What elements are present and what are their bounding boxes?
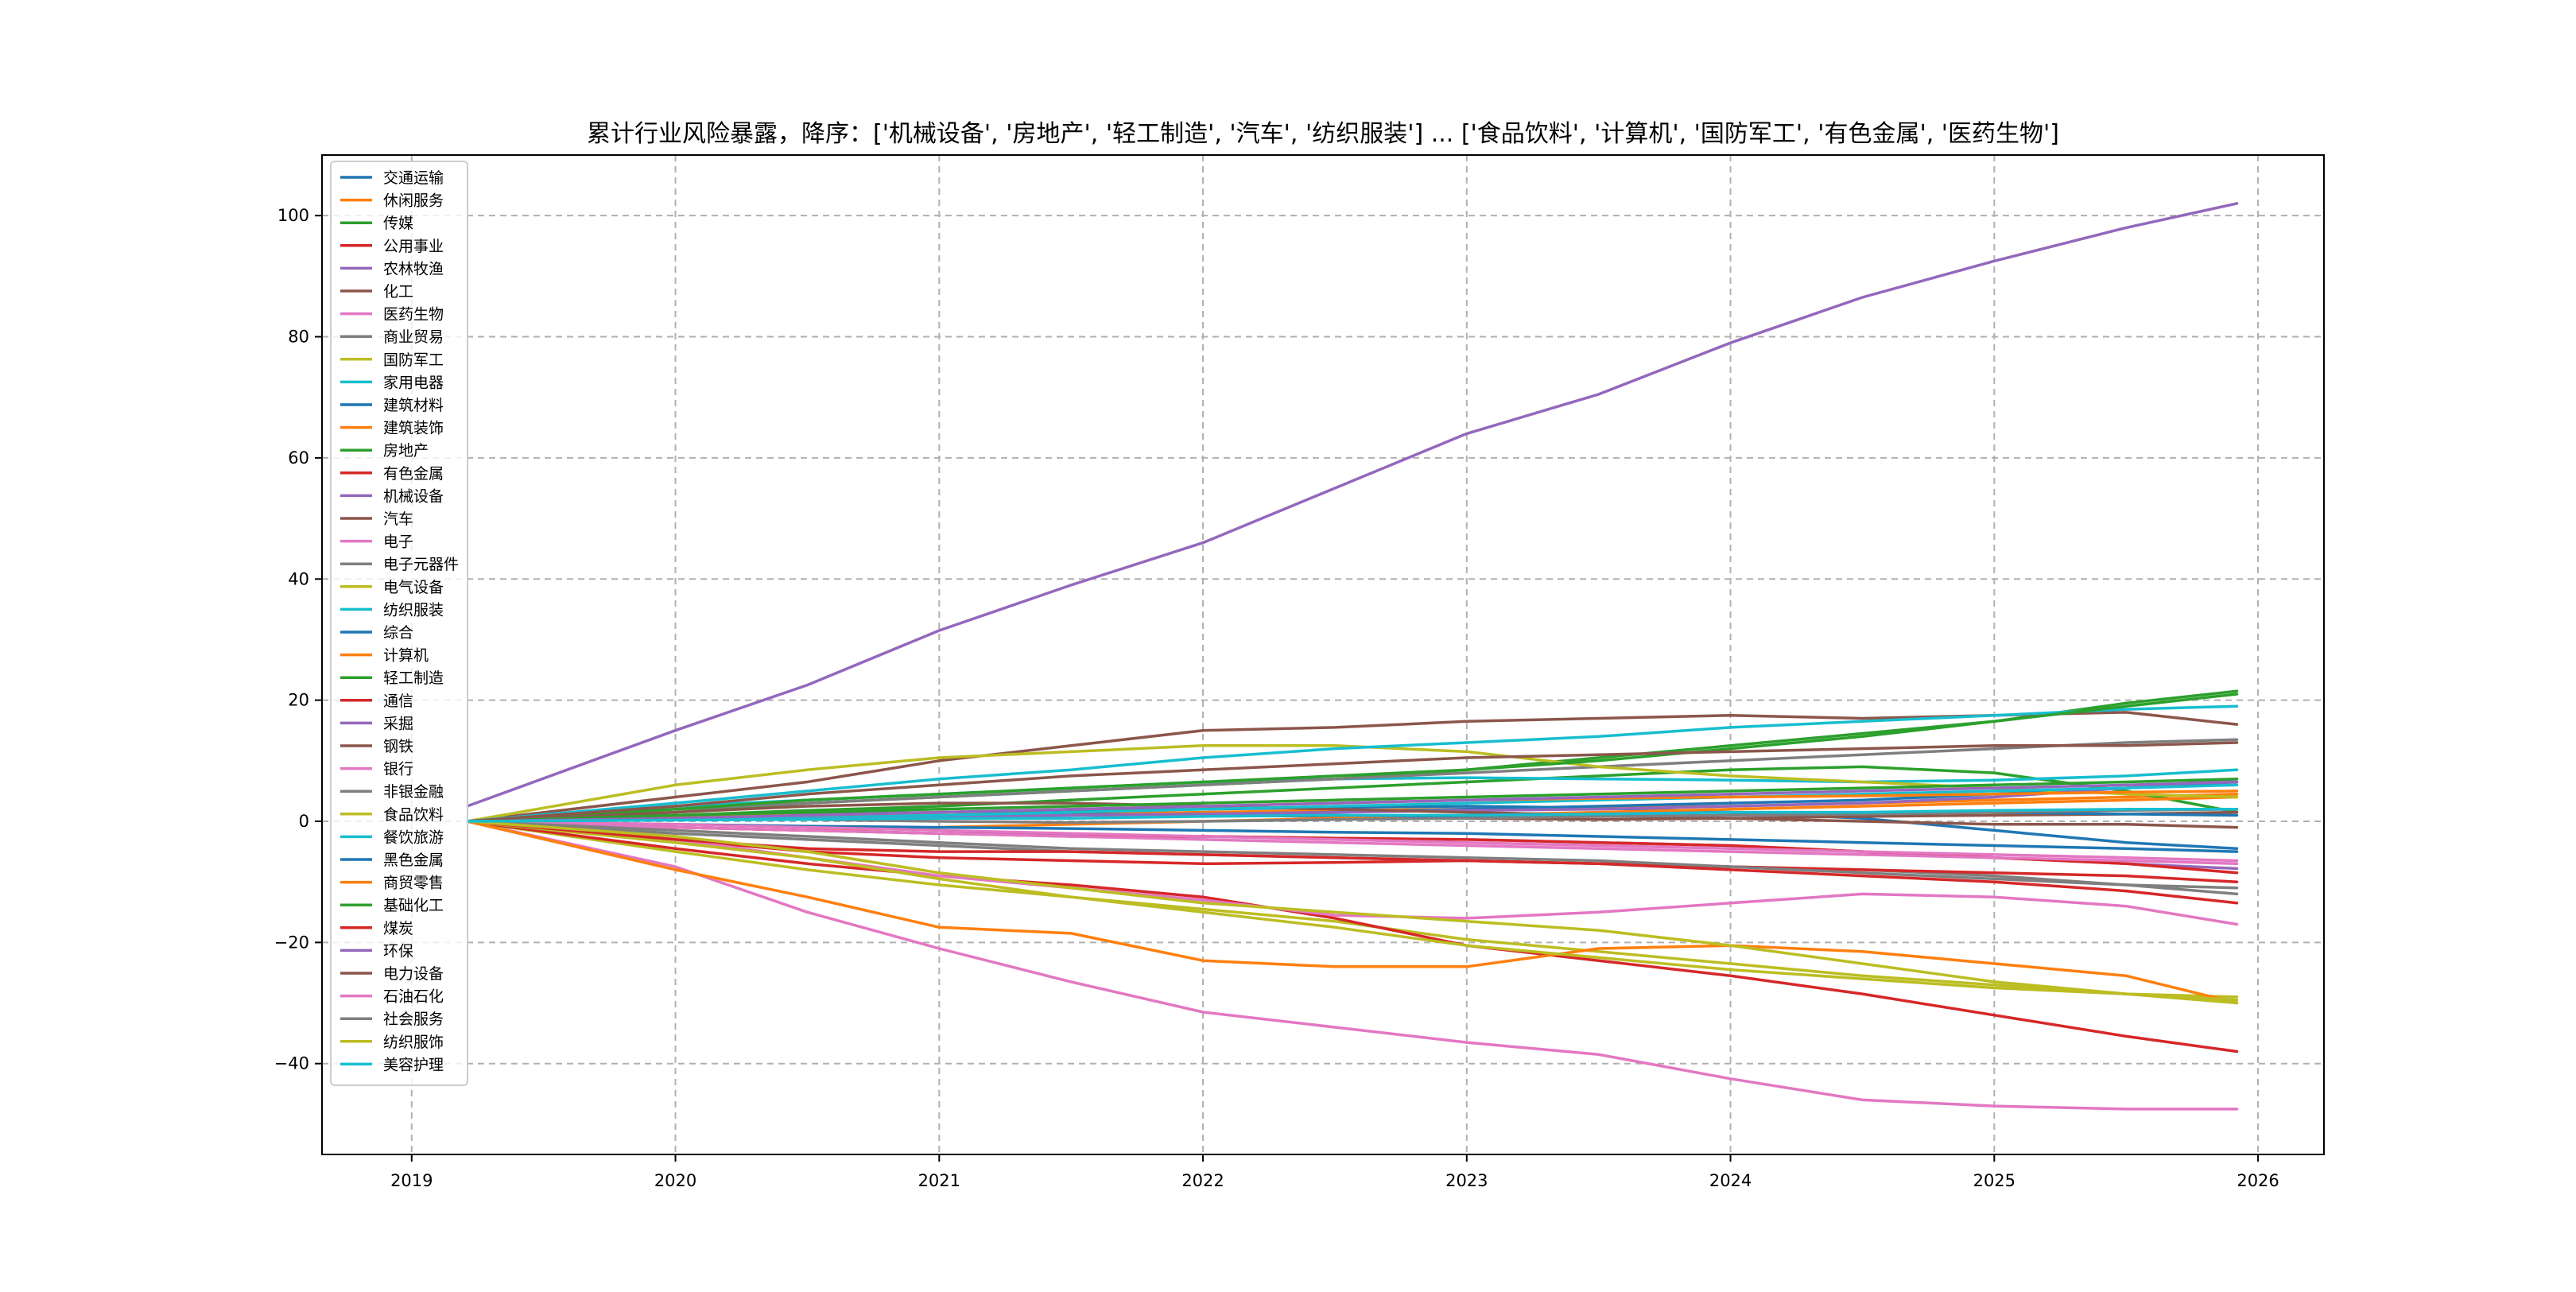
legend-entry: 化工 [383,283,413,301]
series-line [465,820,2239,866]
y-tick-label: −20 [274,933,309,952]
x-tick-label: 2024 [1709,1171,1752,1190]
legend-entry: 有色金属 [383,465,444,483]
legend-entry: 机械设备 [383,487,444,505]
legend-entry: 电子 [383,533,413,551]
legend-entry: 采掘 [383,715,413,732]
series-line [465,820,2239,1002]
legend-entry: 轻工制造 [383,669,444,687]
legend-entry: 钢铁 [383,738,413,755]
x-tick-label: 2019 [390,1171,433,1190]
legend-entry: 美容护理 [383,1056,444,1073]
chart-title: 累计行业风险暴露，降序：['机械设备', '房地产', '轻工制造', '汽车'… [587,120,2059,148]
legend-entry: 非银金融 [383,783,444,801]
legend-entry: 商贸零售 [383,875,444,892]
series-line [465,741,2239,823]
y-tick-label: 100 [277,206,309,225]
legend-entry: 建筑装饰 [383,420,444,437]
series-line [465,202,2239,808]
legend-entry: 公用事业 [383,238,444,255]
legend-entry: 基础化工 [383,897,444,914]
series-line [465,744,2239,823]
legend-entry: 建筑材料 [383,397,444,414]
legend-entry: 汽车 [383,510,413,528]
legend-entry: 通信 [383,693,413,710]
plot-background [322,155,2324,1154]
legend-entry: 社会服务 [383,1011,444,1028]
series-line [465,820,2239,1053]
series-line [465,820,2239,863]
series-line [465,780,2239,823]
series-line [465,820,2239,883]
y-axis: −40 −20 0 20 40 60 80 100 [274,206,322,1073]
series-line [465,783,2239,823]
legend-entry: 农林牧渔 [383,260,444,277]
series-line [465,820,2239,1111]
legend-entry: 纺织服装 [383,601,444,619]
plot-frame [321,154,2325,1155]
x-tick-label: 2026 [2237,1171,2279,1190]
legend-entry: 综合 [383,624,413,642]
legend-entry: 房地产 [383,442,429,460]
legend-entry: 休闲服务 [383,192,444,210]
legend-entry: 电力设备 [383,965,444,983]
series-line [465,820,2239,1005]
x-axis: 2019 2020 2021 2022 2023 2024 2025 2026 [390,1154,2279,1190]
series-line [465,820,2239,853]
series-line [465,820,2239,905]
legend-entry: 石油石化 [383,988,444,1006]
y-tick-label: 80 [288,328,309,347]
series-line [465,704,2239,823]
y-tick-label: 20 [288,691,309,710]
series-line [465,801,2239,829]
y-tick-label: 0 [299,812,309,831]
legend-entry: 家用电器 [383,374,444,391]
series-line [465,808,2239,823]
x-tick-label: 2023 [1445,1171,1488,1190]
series-line [465,820,2239,890]
series-lines [465,202,2239,1111]
legend-entry: 餐饮旅游 [383,828,444,846]
legend-entry: 银行 [383,761,413,778]
series-line [465,693,2239,823]
y-tick-label: 60 [288,448,309,468]
legend-entry: 商业贸易 [383,328,444,346]
x-tick-label: 2021 [918,1171,960,1190]
legend-entry: 电气设备 [383,579,444,596]
legend-entry: 食品饮料 [383,806,444,824]
legend-entry: 环保 [383,942,413,960]
x-tick-label: 2022 [1181,1171,1224,1190]
legend-entry: 国防军工 [383,351,444,369]
x-tick-label: 2025 [1973,1171,2015,1190]
legend: 交通运输休闲服务传媒公用事业农林牧渔化工医药生物商业贸易国防军工家用电器建筑材料… [330,161,468,1086]
y-tick-label: −40 [274,1054,309,1073]
series-line [465,820,2239,1005]
legend-entry: 黑色金属 [383,852,444,869]
legend-entry: 传媒 [383,215,413,232]
series-line [465,738,2239,823]
legend-entry: 医药生物 [383,306,444,324]
x-tick-label: 2020 [654,1171,696,1190]
series-line [465,765,2239,823]
legend-entry: 计算机 [383,647,429,665]
legend-box [330,161,468,1086]
legend-entry: 纺织服饰 [383,1034,444,1051]
series-line [465,777,2239,823]
legend-entry: 煤炭 [383,920,413,937]
legend-entry: 电子元器件 [383,556,459,573]
y-tick-label: 40 [288,569,309,588]
series-line [465,820,2239,999]
legend-entry: 交通运输 [383,169,444,187]
